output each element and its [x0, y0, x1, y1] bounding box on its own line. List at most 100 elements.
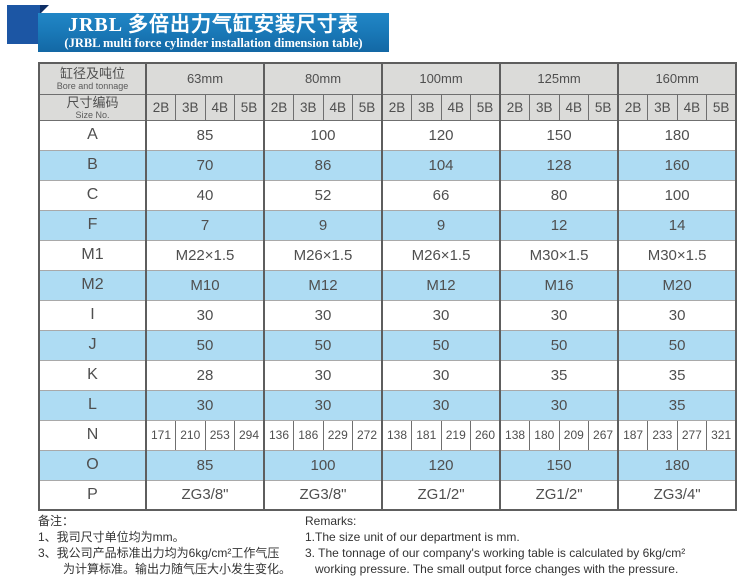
value-cell: M26×1.5 — [380, 239, 501, 271]
value-cell: 209 — [558, 419, 590, 451]
value-cell: 30 — [263, 359, 383, 391]
value-cell: 50 — [263, 329, 383, 361]
value-cell: 128 — [499, 149, 619, 181]
table-row-F: F 7 9 9 12 14 — [38, 209, 737, 241]
value-cell: 120 — [380, 119, 501, 151]
notes-chinese: 备注： 1、我司尺寸单位均为mm。 3、我公司产品标准出力均为6kg/cm²工作气… — [38, 513, 303, 577]
value-cell: 138 — [381, 419, 412, 451]
value-cell: 187 — [617, 419, 649, 451]
value-cell: 180 — [529, 419, 560, 451]
row-label: B — [38, 149, 147, 181]
bore-header-63mm: 63mm — [145, 62, 265, 95]
value-cell: 210 — [175, 419, 206, 451]
value-cell: 138 — [499, 419, 531, 451]
value-cell: 30 — [380, 299, 501, 331]
size-code-cell: 5B — [352, 93, 383, 121]
value-cell: 9 — [263, 209, 383, 241]
value-cell: 66 — [380, 179, 501, 211]
table-row-N: N 171 210 253 294 136 186 229 272 138 181 219 260 138… — [38, 419, 737, 451]
row-label: K — [38, 359, 147, 391]
size-header-label-zh: 尺寸编码 — [66, 94, 119, 110]
bore-header-80mm: 80mm — [263, 62, 383, 95]
row-label: F — [38, 209, 147, 241]
value-cell: 233 — [647, 419, 678, 451]
table-row-M2: M2 M10 M12 M12 M16 M20 — [38, 269, 737, 301]
value-cell: 186 — [293, 419, 324, 451]
value-cell: 150 — [499, 119, 619, 151]
size-code-cell: 4B — [204, 93, 235, 121]
value-cell: 14 — [617, 209, 737, 241]
value-cell: 277 — [676, 419, 708, 451]
table-row-B: B 70 86 104 128 160 — [38, 149, 737, 181]
value-cell: 50 — [145, 329, 265, 361]
note-line: working pressure. The small output force… — [315, 562, 679, 576]
value-cell: 50 — [380, 329, 501, 361]
value-cell: M12 — [263, 269, 383, 301]
value-cell: M26×1.5 — [263, 239, 383, 271]
value-cell: 7 — [145, 209, 265, 241]
value-cell: 30 — [380, 389, 501, 421]
value-cell: 30 — [499, 299, 619, 331]
bore-header-label-zh: 缸径及吨位 — [59, 66, 125, 82]
size-code-cell: 4B — [558, 93, 590, 121]
value-cell: 28 — [145, 359, 265, 391]
note-line: 1.The size unit of our department is mm. — [305, 530, 520, 544]
size-code-cell: 3B — [293, 93, 324, 121]
size-code-cell: 2B — [617, 93, 649, 121]
value-cell: 50 — [499, 329, 619, 361]
row-label: M2 — [38, 269, 147, 301]
value-cell: ZG3/4" — [617, 479, 737, 511]
value-cell: ZG1/2" — [380, 479, 501, 511]
bore-header-125mm: 125mm — [499, 62, 619, 95]
value-cell: M30×1.5 — [499, 239, 619, 271]
bore-header-160mm: 160mm — [617, 62, 737, 95]
value-cell: 272 — [352, 419, 383, 451]
value-cell: 267 — [588, 419, 619, 451]
row-label: N — [38, 419, 147, 451]
table-row-L: L 30 30 30 30 35 — [38, 389, 737, 421]
table-row-O: O 85 100 120 150 180 — [38, 449, 737, 481]
row-label: J — [38, 329, 147, 361]
value-cell: 86 — [263, 149, 383, 181]
value-cell: 180 — [617, 449, 737, 481]
value-cell: 30 — [499, 389, 619, 421]
value-cell: 100 — [263, 449, 383, 481]
note-line: 3、我公司产品标准出力均为6kg/cm²工作气压 — [38, 546, 280, 560]
notes-english: Remarks: 1.The size unit of our departme… — [305, 513, 745, 577]
value-cell: M20 — [617, 269, 737, 301]
size-code-cell: 5B — [234, 93, 265, 121]
value-cell: M30×1.5 — [617, 239, 737, 271]
value-cell: 171 — [145, 419, 176, 451]
notes-english-heading: Remarks: — [305, 514, 357, 528]
row-label: O — [38, 449, 147, 481]
size-code-cell: 5B — [470, 93, 501, 121]
value-cell: 229 — [322, 419, 353, 451]
row-label: P — [38, 479, 147, 511]
size-code-cell: 2B — [381, 93, 412, 121]
value-cell: 50 — [617, 329, 737, 361]
page-title: JRBL 多倍出力气缸安装尺寸表 — [67, 14, 360, 36]
size-code-cell: 2B — [145, 93, 176, 121]
value-cell: 120 — [380, 449, 501, 481]
value-cell: 160 — [617, 149, 737, 181]
notes-english-lines: 1.The size unit of our department is mm.… — [305, 529, 745, 577]
size-code-cell: 5B — [706, 93, 737, 121]
banner-fold-triangle — [40, 5, 49, 14]
table-row-J: J 50 50 50 50 50 — [38, 329, 737, 361]
value-cell: 30 — [145, 299, 265, 331]
value-cell: 100 — [617, 179, 737, 211]
table-row-A: A 85 100 120 150 180 — [38, 119, 737, 151]
value-cell: 253 — [204, 419, 235, 451]
value-cell: 9 — [380, 209, 501, 241]
note-line: 3. The tonnage of our company's working … — [305, 546, 686, 560]
value-cell: 40 — [145, 179, 265, 211]
size-code-cell: 4B — [676, 93, 708, 121]
value-cell: 85 — [145, 449, 265, 481]
value-cell: M22×1.5 — [145, 239, 265, 271]
value-cell: 180 — [617, 119, 737, 151]
value-cell: M10 — [145, 269, 265, 301]
value-cell: 150 — [499, 449, 619, 481]
value-cell: 52 — [263, 179, 383, 211]
value-cell: 70 — [145, 149, 265, 181]
value-cell: 30 — [263, 389, 383, 421]
